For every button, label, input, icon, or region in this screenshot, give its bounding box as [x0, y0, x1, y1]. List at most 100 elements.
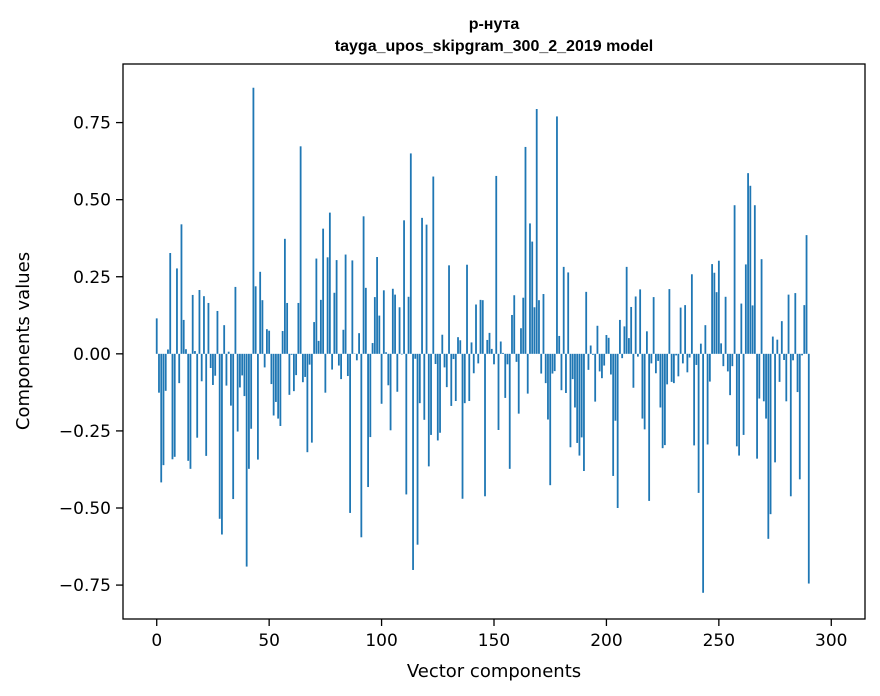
bar	[562, 266, 565, 354]
bar	[200, 353, 203, 382]
bar	[436, 353, 439, 441]
bar	[551, 353, 554, 374]
bar	[475, 304, 477, 354]
bar	[275, 353, 277, 402]
bar	[693, 353, 696, 446]
bar	[504, 353, 507, 398]
bar	[744, 264, 747, 354]
bar	[535, 109, 538, 354]
bar	[173, 353, 176, 457]
bar	[400, 353, 403, 355]
bar	[499, 341, 502, 354]
bar	[628, 338, 630, 354]
bar	[385, 352, 387, 354]
bar	[614, 353, 617, 421]
bar	[580, 353, 583, 438]
bar	[765, 353, 767, 419]
bar	[414, 353, 417, 359]
bar	[612, 353, 615, 476]
bar	[787, 294, 790, 354]
bar	[158, 353, 160, 393]
bar	[270, 353, 273, 385]
bar	[497, 353, 500, 430]
bar	[254, 286, 257, 354]
bar	[407, 296, 410, 354]
bar	[322, 228, 325, 354]
y-tick-label: 0.75	[73, 114, 111, 134]
bar	[272, 353, 275, 416]
bar	[801, 353, 803, 356]
bar	[423, 353, 426, 420]
chart-title: р-нута	[469, 16, 520, 33]
bar	[416, 353, 419, 545]
bar	[216, 310, 219, 354]
bar	[299, 146, 302, 354]
bar	[198, 290, 201, 354]
bar	[324, 353, 327, 393]
bar	[344, 254, 347, 354]
bar	[670, 353, 673, 382]
x-tick-label: 100	[365, 631, 397, 651]
bar	[457, 337, 459, 354]
bar	[630, 306, 633, 354]
bar	[295, 353, 298, 376]
bar	[346, 353, 349, 377]
y-tick-label: −0.75	[59, 576, 111, 596]
bar	[758, 353, 761, 399]
bar	[697, 353, 700, 493]
bar	[574, 353, 576, 408]
bar	[160, 353, 163, 483]
bar	[690, 274, 693, 354]
bar	[263, 353, 266, 368]
bar	[178, 353, 181, 384]
bar	[378, 315, 381, 354]
bar	[450, 353, 453, 406]
bar	[598, 353, 601, 372]
bar	[699, 343, 702, 354]
bar	[236, 353, 239, 432]
bar	[796, 353, 799, 393]
bar	[194, 351, 196, 354]
bar	[221, 353, 223, 535]
bar	[605, 335, 608, 354]
bar	[657, 353, 660, 361]
bar	[261, 300, 264, 354]
bar	[328, 212, 331, 354]
bar	[214, 353, 217, 376]
bar	[592, 353, 594, 355]
bar	[558, 335, 561, 354]
bar	[187, 353, 190, 461]
bar	[511, 314, 513, 354]
bar	[171, 353, 174, 460]
bar	[751, 305, 754, 354]
bar	[326, 257, 329, 354]
bar	[677, 353, 680, 377]
bar	[167, 349, 169, 354]
bar	[517, 353, 520, 414]
bar	[396, 353, 399, 392]
bar	[688, 353, 691, 358]
bar	[623, 326, 626, 354]
bar	[227, 351, 230, 354]
bar	[769, 353, 772, 515]
bar	[470, 342, 473, 354]
bar	[409, 153, 412, 354]
bar-series	[155, 87, 810, 593]
bar	[290, 353, 293, 355]
bar	[403, 220, 405, 354]
plot-frame	[122, 63, 866, 620]
bar	[468, 353, 471, 402]
bar	[223, 325, 226, 354]
bar	[560, 353, 563, 391]
bar	[569, 353, 572, 448]
bar	[281, 331, 284, 354]
x-tick-label: 150	[478, 631, 510, 651]
bar	[248, 353, 250, 469]
bar	[520, 328, 522, 354]
bar	[391, 288, 394, 354]
bar	[785, 353, 788, 402]
bar	[668, 289, 671, 354]
bar	[713, 272, 716, 354]
bar	[212, 353, 214, 385]
bar	[553, 353, 556, 372]
